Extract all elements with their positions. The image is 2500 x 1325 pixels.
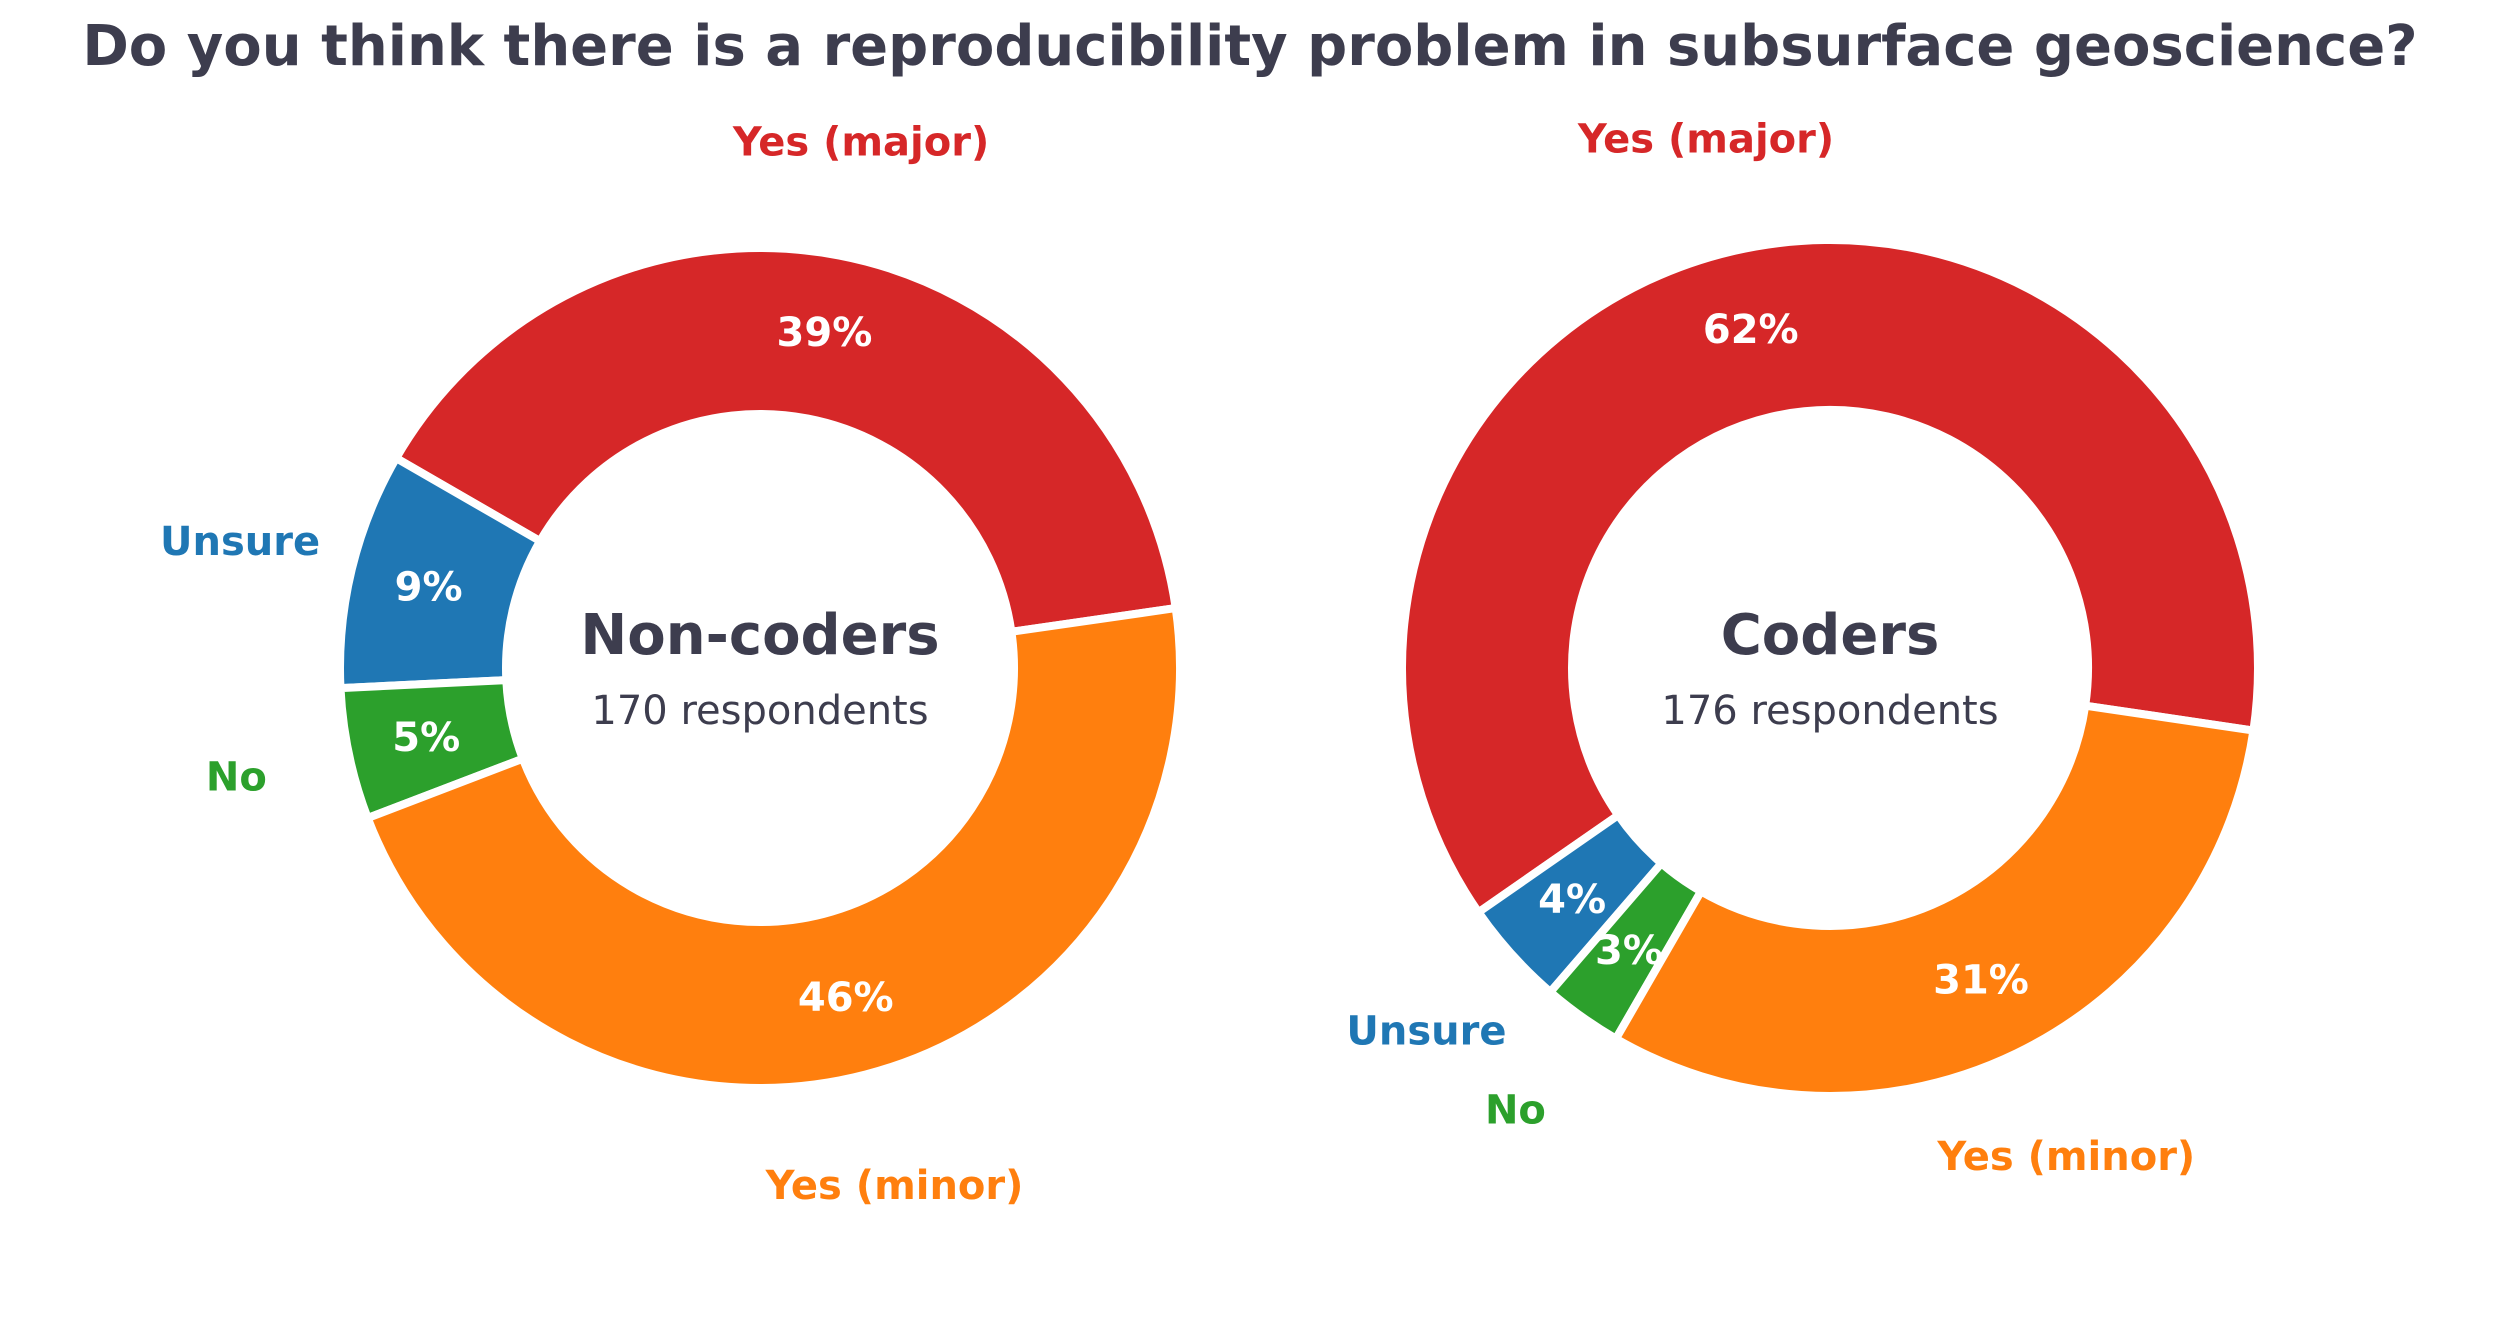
slice-percent-label: 3% <box>1595 928 1663 974</box>
donut-slice-yes-major <box>1398 236 2262 917</box>
donut-chart-coders: 62% Yes (major) 4% Unsure 3% No 31% Yes (minor)… <box>1346 116 2262 1180</box>
donut-center-subtitle: 170 respondents <box>591 688 928 734</box>
slice-category-label: Yes (major) <box>1577 116 1834 162</box>
donut-center-title: Coders <box>1721 603 1940 668</box>
slice-category-label: No <box>1485 1088 1546 1134</box>
slice-category-label: No <box>206 755 267 801</box>
chart-title: Do you think there is a reproducibility … <box>82 14 2418 79</box>
donut-center-title: Non-coders <box>580 603 939 668</box>
donut-center-subtitle: 176 respondents <box>1661 688 1998 734</box>
slice-category-label: Unsure <box>1346 1008 1506 1054</box>
slice-category-label: Yes (minor) <box>765 1163 1024 1209</box>
donut-chart-non-coders: 39% Yes (major) 9% Unsure 5% No 46% Yes (minor)… <box>160 120 1184 1209</box>
slice-percent-label: 62% <box>1703 307 1799 353</box>
slice-category-label: Yes (major) <box>732 120 989 166</box>
slice-percent-label: 4% <box>1538 877 1606 923</box>
slice-percent-label: 31% <box>1933 957 2029 1003</box>
slice-category-label: Yes (minor) <box>1936 1134 2195 1180</box>
slice-percent-label: 46% <box>798 975 894 1021</box>
slice-percent-label: 39% <box>777 310 873 356</box>
donut-slice-yes-minor <box>1612 701 2258 1100</box>
slice-category-label: Unsure <box>160 519 320 565</box>
slice-percent-label: 5% <box>392 715 460 761</box>
donut-slice-yes-major <box>392 244 1180 636</box>
donut-slice-yes-minor <box>363 604 1184 1092</box>
slice-percent-label: 9% <box>395 565 463 611</box>
